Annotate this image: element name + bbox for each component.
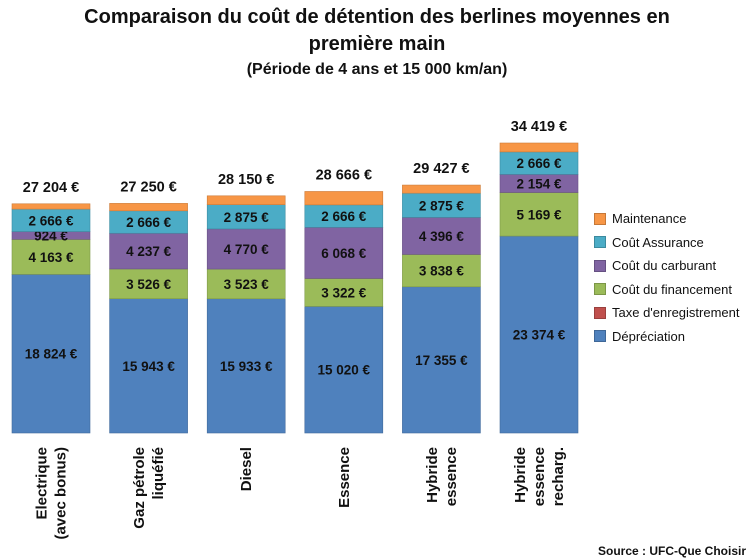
data-label-cout-du-financement: 5 169 € xyxy=(516,207,562,222)
category-label: Essence xyxy=(336,447,353,508)
bar-segment-depreciation xyxy=(304,306,384,434)
bar-segment-depreciation xyxy=(109,298,188,434)
data-label-cout-du-financement: 3 526 € xyxy=(126,277,172,292)
legend-label: Coût du financement xyxy=(612,281,732,297)
data-label-cout-du-carburant: 4 770 € xyxy=(224,242,270,257)
chart-title: Comparaison du coût de détention des ber… xyxy=(0,4,754,82)
data-label-depreciation: 15 933 € xyxy=(220,359,273,374)
legend-item-cout-du-carburant: Coût du carburant xyxy=(594,254,740,278)
data-label-cout-du-carburant: 2 154 € xyxy=(516,176,562,191)
data-label-depreciation: 17 355 € xyxy=(415,353,468,368)
legend-label: Coût Assurance xyxy=(612,234,704,250)
bar-total-label: 27 204 € xyxy=(23,180,79,196)
category-label: essence xyxy=(531,447,548,506)
bar-total-label: 28 150 € xyxy=(218,172,274,188)
bar-segment-maintenance xyxy=(206,195,286,205)
data-label-cout-du-financement: 3 322 € xyxy=(321,285,367,300)
bar-total-label: 28 666 € xyxy=(316,167,372,183)
bar-segment-depreciation xyxy=(11,274,91,434)
category-label: Hybride xyxy=(512,447,529,503)
data-label-cout-du-financement: 3 838 € xyxy=(419,264,465,279)
bar-segment-maintenance xyxy=(402,184,481,194)
bar-segment-cout-du-financement xyxy=(499,192,579,237)
chart-legend: Maintenance Coût Assurance Coût du carbura… xyxy=(594,207,740,348)
bar-segment-depreciation xyxy=(402,286,481,434)
legend-item-cout-du-financement: Coût du financement xyxy=(594,278,740,302)
bar-segment-cout-assurance xyxy=(206,204,286,230)
legend-swatch xyxy=(594,306,606,319)
bar-segment-maintenance xyxy=(499,142,579,153)
data-label-cout-du-financement: 4 163 € xyxy=(28,250,74,265)
bar-segment-maintenance xyxy=(304,191,384,206)
category-label: Electrique xyxy=(34,447,51,520)
chart-title-line-2: première main xyxy=(308,33,446,55)
category-label: essence xyxy=(443,447,460,506)
bar-segment-cout-du-financement xyxy=(206,268,286,300)
data-label-cout-assurance: 2 666 € xyxy=(28,213,74,228)
bar-segment-cout-du-carburant xyxy=(402,217,481,255)
category-label: Hybride xyxy=(424,447,441,503)
legend-label: Dépréciation xyxy=(612,328,685,344)
chart-title-line-1: Comparaison du coût de détention des ber… xyxy=(84,6,670,28)
category-label: liquéfié xyxy=(150,447,167,500)
bar-segment-cout-du-financement xyxy=(304,278,384,307)
data-label-cout-du-carburant: 924 € xyxy=(34,228,68,243)
bar-segment-depreciation xyxy=(206,298,286,434)
data-label-cout-du-carburant: 6 068 € xyxy=(321,246,367,261)
legend-item-taxe-d-enregistrement: Taxe d'enregistrement xyxy=(594,301,740,325)
category-label: (avec bonus) xyxy=(53,447,70,540)
bar-segment-cout-du-financement xyxy=(109,268,188,299)
bar-segment-cout-du-financement xyxy=(11,239,91,275)
source-note: Source : UFC-Que Choisir xyxy=(597,544,746,558)
category-label: Gaz pétrole xyxy=(131,447,148,529)
data-label-depreciation: 23 374 € xyxy=(513,328,566,343)
data-label-cout-assurance: 2 666 € xyxy=(126,215,172,230)
data-label-cout-assurance: 2 875 € xyxy=(419,198,465,213)
data-label-depreciation: 15 020 € xyxy=(318,363,371,378)
data-label-cout-assurance: 2 666 € xyxy=(321,209,367,224)
data-label-depreciation: 18 824 € xyxy=(25,347,78,362)
legend-swatch xyxy=(594,236,606,249)
legend-label: Coût du carburant xyxy=(612,258,717,274)
data-label-cout-du-financement: 3 523 € xyxy=(224,277,270,292)
bar-segment-cout-du-financement xyxy=(402,254,481,288)
bar-total-label: 27 250 € xyxy=(120,179,176,195)
bar-total-label: 34 419 € xyxy=(511,119,567,135)
data-label-cout-assurance: 2 666 € xyxy=(516,156,562,171)
legend-swatch xyxy=(594,283,606,296)
legend-swatch xyxy=(594,259,606,272)
legend-label: Maintenance xyxy=(612,211,687,227)
chart-subtitle: (Période de 4 ans et 15 000 km/an) xyxy=(246,61,508,78)
bar-segment-cout-du-carburant xyxy=(109,232,188,270)
bar-segment-depreciation xyxy=(499,235,579,434)
data-label-cout-du-carburant: 4 396 € xyxy=(419,229,465,244)
legend-swatch xyxy=(594,212,606,225)
bar-segment-maintenance xyxy=(109,203,188,212)
legend-item-cout-assurance: Coût Assurance xyxy=(594,231,740,255)
data-label-depreciation: 15 943 € xyxy=(122,359,175,374)
legend-label: Taxe d'enregistrement xyxy=(612,305,740,321)
data-label-cout-assurance: 2 875 € xyxy=(224,210,270,225)
legend-swatch xyxy=(594,330,606,343)
category-label: recharg. xyxy=(550,447,567,506)
category-label: Diesel xyxy=(238,447,255,491)
legend-item-depreciation: Dépréciation xyxy=(594,325,740,349)
bar-total-label: 29 427 € xyxy=(413,161,469,177)
legend-item-maintenance: Maintenance xyxy=(594,207,740,231)
data-label-cout-du-carburant: 4 237 € xyxy=(126,244,172,259)
bar-segment-maintenance xyxy=(11,203,91,210)
bar-segment-cout-du-carburant xyxy=(304,227,384,279)
